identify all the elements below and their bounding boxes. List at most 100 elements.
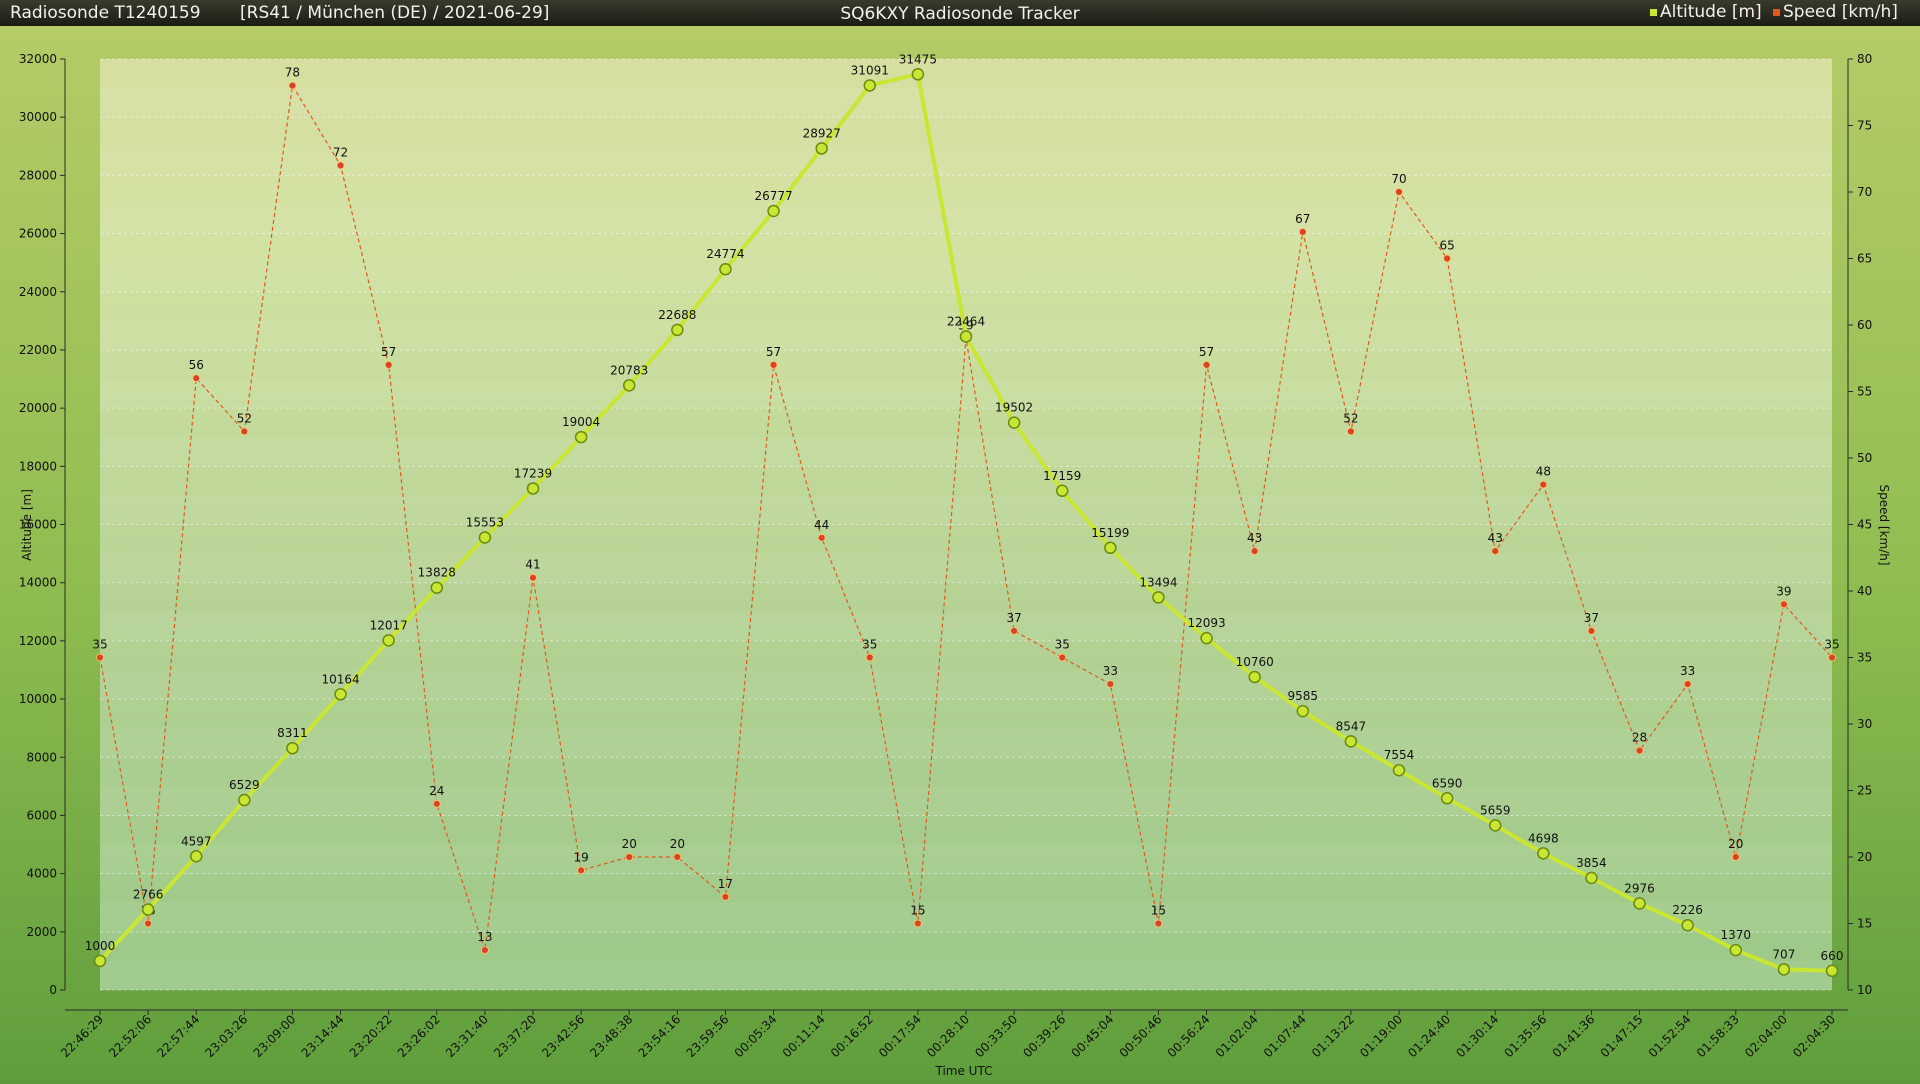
plot-band (100, 669, 1832, 700)
altitude-data-label: 4698 (1528, 831, 1559, 845)
altitude-data-label: 28927 (803, 126, 841, 140)
speed-point (1298, 227, 1307, 236)
altitude-data-label: 9585 (1288, 689, 1319, 703)
speed-data-label: 72 (333, 145, 348, 159)
speed-point (721, 893, 730, 901)
speed-data-label: 33 (1103, 664, 1118, 678)
right-tick-label: 35 (1857, 651, 1872, 665)
plot-band (100, 553, 1832, 583)
right-tick-label: 40 (1857, 584, 1872, 598)
altitude-point (526, 482, 540, 495)
altitude-point (334, 688, 347, 701)
plot-band (100, 611, 1832, 641)
left-tick-label: 0 (49, 983, 57, 997)
altitude-data-label: 3854 (1576, 856, 1607, 870)
speed-data-label: 52 (237, 411, 252, 425)
speed-data-label: 41 (525, 558, 540, 572)
speed-data-label: 20 (670, 837, 685, 851)
right-tick-label: 25 (1857, 784, 1872, 798)
altitude-point (1440, 792, 1454, 805)
speed-data-label: 24 (429, 784, 444, 798)
header-flight-info: [RS41 / München (DE) / 2021-06-29] (240, 3, 549, 23)
speed-data-label: 37 (1006, 611, 1021, 625)
altitude-data-label: 707 (1772, 947, 1795, 961)
speed-data-label: 35 (1055, 638, 1070, 652)
altitude-point (238, 793, 251, 807)
speed-data-label: 35 (92, 638, 107, 652)
speed-point (432, 799, 441, 808)
altitude-point (1825, 964, 1839, 978)
speed-data-label: 43 (1247, 531, 1262, 545)
altitude-data-label: 1370 (1721, 928, 1752, 942)
speed-point (1731, 853, 1740, 861)
altitude-point (1055, 484, 1069, 498)
left-axis-label: Altitude [m] (20, 489, 34, 561)
altitude-point (1777, 963, 1791, 976)
speed-data-label: 70 (1391, 172, 1406, 186)
altitude-point (1585, 871, 1598, 885)
plot-band (100, 902, 1832, 932)
speed-data-label: 57 (766, 345, 781, 359)
altitude-point (1248, 670, 1261, 684)
right-tick-label: 55 (1857, 385, 1872, 399)
altitude-point (1681, 918, 1694, 932)
speed-data-label: 15 (910, 904, 925, 918)
speed-point (1635, 746, 1644, 755)
right-tick-label: 20 (1857, 850, 1872, 864)
speed-point (1828, 653, 1836, 662)
left-tick-label: 26000 (19, 227, 57, 241)
altitude-data-label: 10760 (1236, 655, 1274, 669)
speed-point (1683, 680, 1692, 688)
altitude-data-label: 31475 (899, 52, 937, 66)
speed-point (288, 81, 297, 90)
altitude-data-label: 8547 (1336, 719, 1367, 733)
speed-data-label: 48 (1536, 465, 1551, 479)
left-tick-label: 8000 (26, 750, 57, 764)
speed-data-label: 57 (1199, 345, 1214, 359)
plot-band (100, 204, 1832, 234)
speed-point (1491, 547, 1500, 555)
altitude-data-label: 8311 (277, 726, 308, 740)
altitude-data-label: 13828 (418, 566, 456, 580)
speed-point (1010, 627, 1019, 635)
left-tick-label: 24000 (19, 285, 57, 299)
altitude-point (1296, 704, 1310, 718)
altitude-data-label: 31091 (851, 63, 889, 77)
left-tick-label: 22000 (19, 343, 57, 357)
right-axis-label: Speed [km/h] (1877, 484, 1891, 565)
left-tick-label: 12000 (19, 634, 57, 648)
altitude-point (1392, 763, 1406, 777)
altitude-point (1200, 631, 1213, 645)
altitude-point (767, 204, 780, 218)
altitude-data-label: 4597 (181, 834, 212, 848)
altitude-point (1537, 847, 1550, 860)
speed-data-label: 67 (1295, 212, 1310, 226)
legend-altitude-swatch (1650, 9, 1657, 16)
speed-point (1539, 480, 1548, 489)
altitude-point (719, 262, 732, 276)
altitude-data-label: 6590 (1432, 776, 1463, 790)
speed-point (1395, 188, 1403, 196)
speed-point (673, 853, 682, 861)
right-tick-label: 10 (1857, 983, 1872, 997)
altitude-point (622, 379, 636, 392)
altitude-data-label: 15553 (466, 516, 504, 530)
right-tick-label: 60 (1857, 318, 1872, 332)
left-tick-label: 20000 (19, 401, 57, 415)
altitude-data-label: 6529 (229, 778, 260, 792)
left-tick-label: 18000 (19, 459, 57, 473)
speed-point (192, 374, 201, 383)
speed-data-label: 17 (718, 877, 733, 891)
speed-data-label: 52 (1343, 411, 1358, 425)
altitude-data-label: 5659 (1480, 803, 1511, 817)
altitude-data-label: 22464 (947, 314, 985, 328)
altitude-point (574, 430, 588, 444)
speed-data-label: 78 (285, 66, 300, 80)
speed-point (1154, 919, 1163, 928)
speed-data-label: 28 (1632, 731, 1647, 745)
altitude-point (1007, 416, 1021, 429)
speed-point (96, 653, 104, 662)
speed-data-label: 35 (1824, 638, 1839, 652)
altitude-data-label: 12017 (370, 618, 408, 632)
altitude-point (815, 142, 828, 155)
